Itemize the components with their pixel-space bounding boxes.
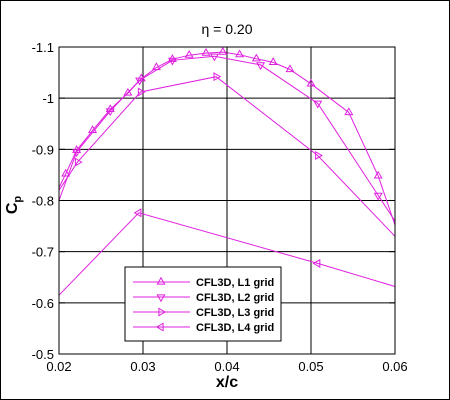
data-point-l1 bbox=[373, 170, 383, 179]
y-tick-label: -0.8 bbox=[32, 194, 54, 209]
data-point-l2 bbox=[373, 192, 383, 201]
data-point-l2 bbox=[209, 53, 219, 62]
series-line-l2 bbox=[58, 55, 396, 222]
data-point-l1 bbox=[251, 53, 261, 62]
data-point-l2 bbox=[135, 77, 145, 86]
y-axis-label-sub: p bbox=[12, 196, 24, 203]
y-tick-label: -1.1 bbox=[32, 40, 54, 55]
data-point-l4 bbox=[133, 208, 142, 218]
data-point-l2 bbox=[167, 57, 177, 66]
y-tick-label: -0.9 bbox=[32, 142, 54, 157]
data-point-l2 bbox=[256, 62, 266, 71]
data-point-l1 bbox=[201, 47, 211, 56]
series-line-l4 bbox=[58, 212, 396, 296]
data-point-l1 bbox=[88, 125, 98, 134]
data-point-l1 bbox=[235, 49, 245, 58]
data-point-l2 bbox=[105, 108, 115, 117]
legend-label-l3: CFL3D, L3 grid bbox=[196, 307, 274, 319]
chart-title: η = 0.20 bbox=[202, 21, 253, 37]
data-point-l1 bbox=[306, 78, 316, 87]
legend-box bbox=[124, 266, 282, 342]
data-point-l3 bbox=[315, 150, 323, 160]
series-lines bbox=[58, 51, 396, 296]
legend-label-l4: CFL3D, L4 grid bbox=[196, 322, 274, 334]
y-axis-ticks: -0.5 -0.6 -0.7 -0.8 -0.9 -1 -1.1 bbox=[32, 40, 395, 362]
x-tick-label: 0.06 bbox=[382, 359, 407, 374]
data-point-l3 bbox=[74, 157, 83, 167]
y-tick-label: -0.7 bbox=[32, 245, 54, 260]
data-point-l4 bbox=[312, 258, 321, 268]
x-axis-label: x/c bbox=[216, 374, 238, 391]
data-point-l1 bbox=[184, 49, 194, 58]
x-axis-ticks: 0.02 0.03 0.04 0.05 0.06 bbox=[46, 47, 408, 374]
legend-marker-l2 bbox=[156, 294, 166, 303]
data-point-l1 bbox=[151, 62, 161, 71]
y-tick-label: -0.5 bbox=[32, 347, 54, 362]
series-line-l1 bbox=[58, 51, 396, 226]
data-point-l1 bbox=[268, 57, 278, 65]
y-tick-label: -1 bbox=[42, 91, 54, 106]
y-axis-label-main: C bbox=[4, 202, 21, 214]
legend-marker-l3 bbox=[158, 307, 167, 317]
data-point-l2 bbox=[313, 100, 323, 109]
series-line-l3 bbox=[58, 76, 396, 237]
x-tick-label: 0.03 bbox=[130, 359, 155, 374]
data-point-l3 bbox=[213, 72, 222, 82]
y-axis-label: Cp bbox=[4, 196, 24, 215]
legend-label-l2: CFL3D, L2 grid bbox=[196, 292, 274, 304]
data-point-l1 bbox=[285, 64, 295, 73]
svg-text:Cp: Cp bbox=[4, 196, 24, 215]
legend-marker-l1 bbox=[156, 276, 166, 285]
data-point-l1 bbox=[123, 87, 133, 96]
x-tick-label: 0.04 bbox=[214, 359, 239, 374]
data-point-l2 bbox=[72, 149, 82, 158]
data-point-l1 bbox=[218, 46, 228, 55]
y-tick-label: -0.6 bbox=[32, 296, 54, 311]
legend-marker-l4 bbox=[155, 322, 164, 332]
x-tick-label: 0.02 bbox=[46, 359, 71, 374]
legend-label-l1: CFL3D, L1 grid bbox=[196, 277, 274, 289]
x-tick-label: 0.05 bbox=[298, 359, 323, 374]
data-point-l1 bbox=[344, 107, 354, 116]
data-point-l1 bbox=[61, 168, 71, 177]
series-markers bbox=[61, 46, 383, 268]
legend: CFL3D, L1 grid CFL3D, L2 grid CFL3D, L3 gr… bbox=[124, 266, 282, 342]
data-point-l3 bbox=[137, 87, 146, 97]
